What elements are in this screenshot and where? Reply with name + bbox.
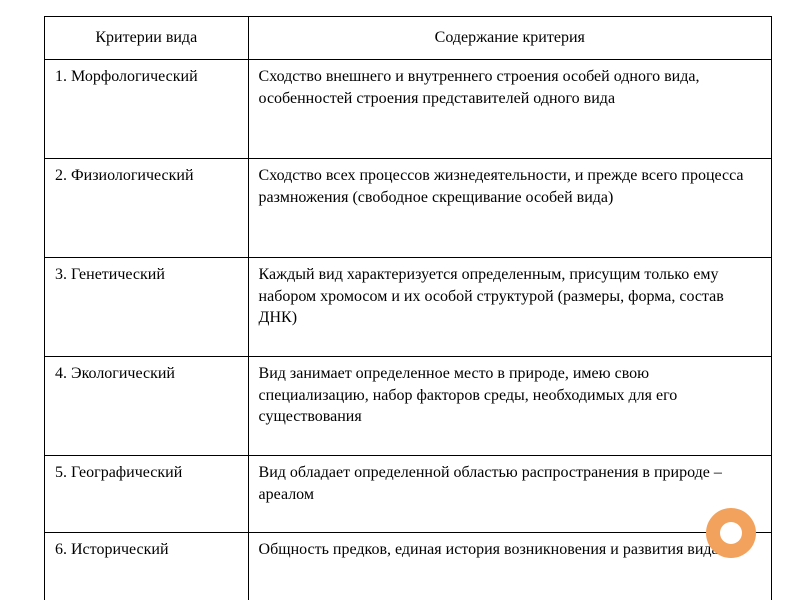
- header-content: Содержание критерия: [248, 17, 771, 60]
- table-row: 1. Морфологический Сходство внешнего и в…: [45, 60, 772, 159]
- table-row: 5. Географический Вид обладает определен…: [45, 456, 772, 533]
- criterion-cell: 6. Исторический: [45, 533, 249, 600]
- table-header-row: Критерии вида Содержание критерия: [45, 17, 772, 60]
- criterion-cell: 2. Физиологический: [45, 159, 249, 258]
- header-criterion: Критерии вида: [45, 17, 249, 60]
- content-cell: Вид обладает определенной областью распр…: [248, 456, 771, 533]
- table-row: 2. Физиологический Сходство всех процесс…: [45, 159, 772, 258]
- content-cell: Сходство внешнего и внутреннего строения…: [248, 60, 771, 159]
- criterion-cell: 4. Экологический: [45, 357, 249, 456]
- table-row: 6. Исторический Общность предков, единая…: [45, 533, 772, 600]
- criterion-cell: 1. Морфологический: [45, 60, 249, 159]
- page: Критерии вида Содержание критерия 1. Мор…: [0, 0, 800, 600]
- criterion-cell: 5. Географический: [45, 456, 249, 533]
- content-cell: Сходство всех процессов жизнедеятельност…: [248, 159, 771, 258]
- criteria-table: Критерии вида Содержание критерия 1. Мор…: [44, 16, 772, 600]
- content-cell: Общность предков, единая история возникн…: [248, 533, 771, 600]
- table-row: 3. Генетический Каждый вид характеризует…: [45, 258, 772, 357]
- criterion-cell: 3. Генетический: [45, 258, 249, 357]
- content-cell: Вид занимает определенное место в природ…: [248, 357, 771, 456]
- content-cell: Каждый вид характеризуется определенным,…: [248, 258, 771, 357]
- table-row: 4. Экологический Вид занимает определенн…: [45, 357, 772, 456]
